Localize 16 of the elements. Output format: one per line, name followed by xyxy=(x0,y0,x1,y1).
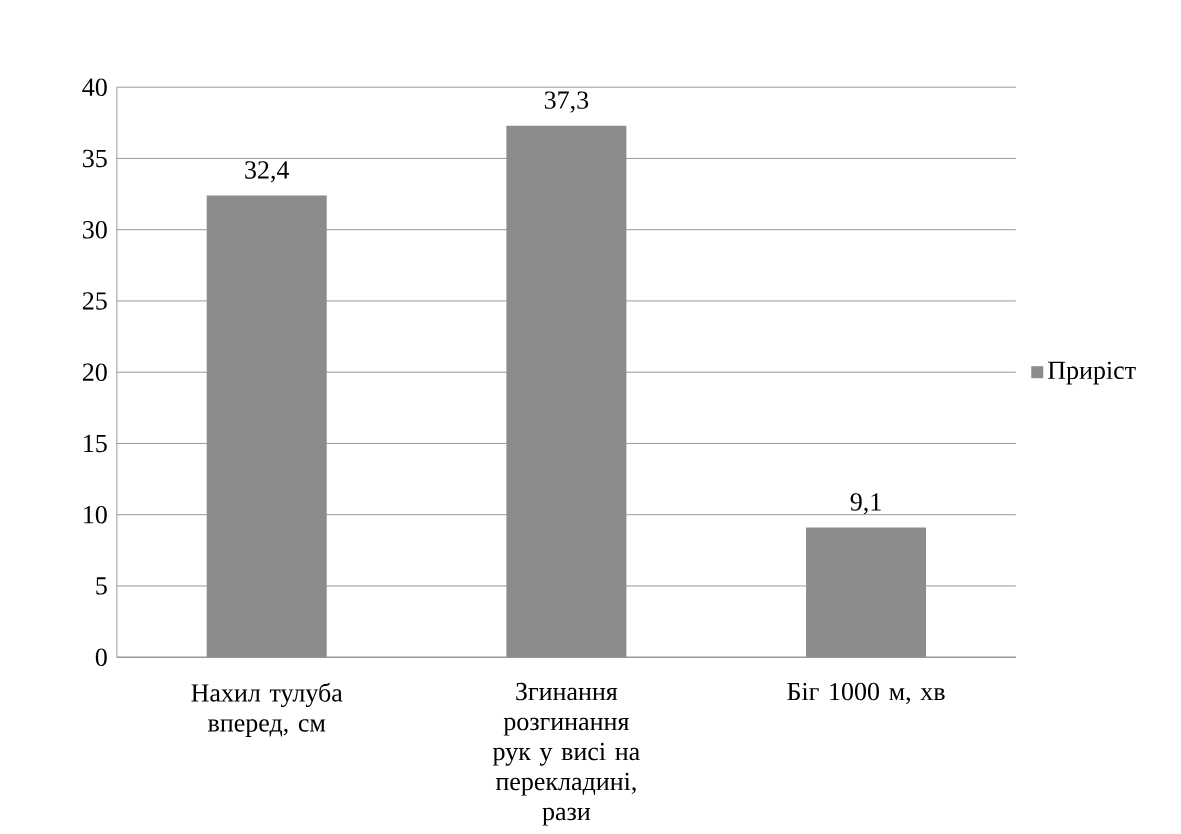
y-tick-label: 10 xyxy=(84,505,107,524)
y-tick-label: 25 xyxy=(82,292,107,310)
y-tick-label: 0 xyxy=(95,648,107,666)
data-label: 37,3 xyxy=(544,91,589,113)
y-tick-label: 5 xyxy=(96,577,107,595)
legend-label: Приріст xyxy=(1048,361,1136,385)
y-tick-label: 20 xyxy=(82,363,107,381)
x-tick-label: Згинання розгинання рук у висі на перекладині, рази xyxy=(492,682,640,826)
x-tick-label: Нахил тулуба вперед, см xyxy=(191,682,343,737)
y-tick-label: 35 xyxy=(83,149,107,168)
y-tick-label: 15 xyxy=(84,434,107,453)
data-label: 9,1 xyxy=(850,493,881,515)
x-tick-label: Біг 1000 м, хв xyxy=(787,682,945,704)
data-label: 32,4 xyxy=(245,161,290,183)
y-tick-label: 40 xyxy=(82,78,107,96)
y-tick-label: 30 xyxy=(83,220,107,239)
